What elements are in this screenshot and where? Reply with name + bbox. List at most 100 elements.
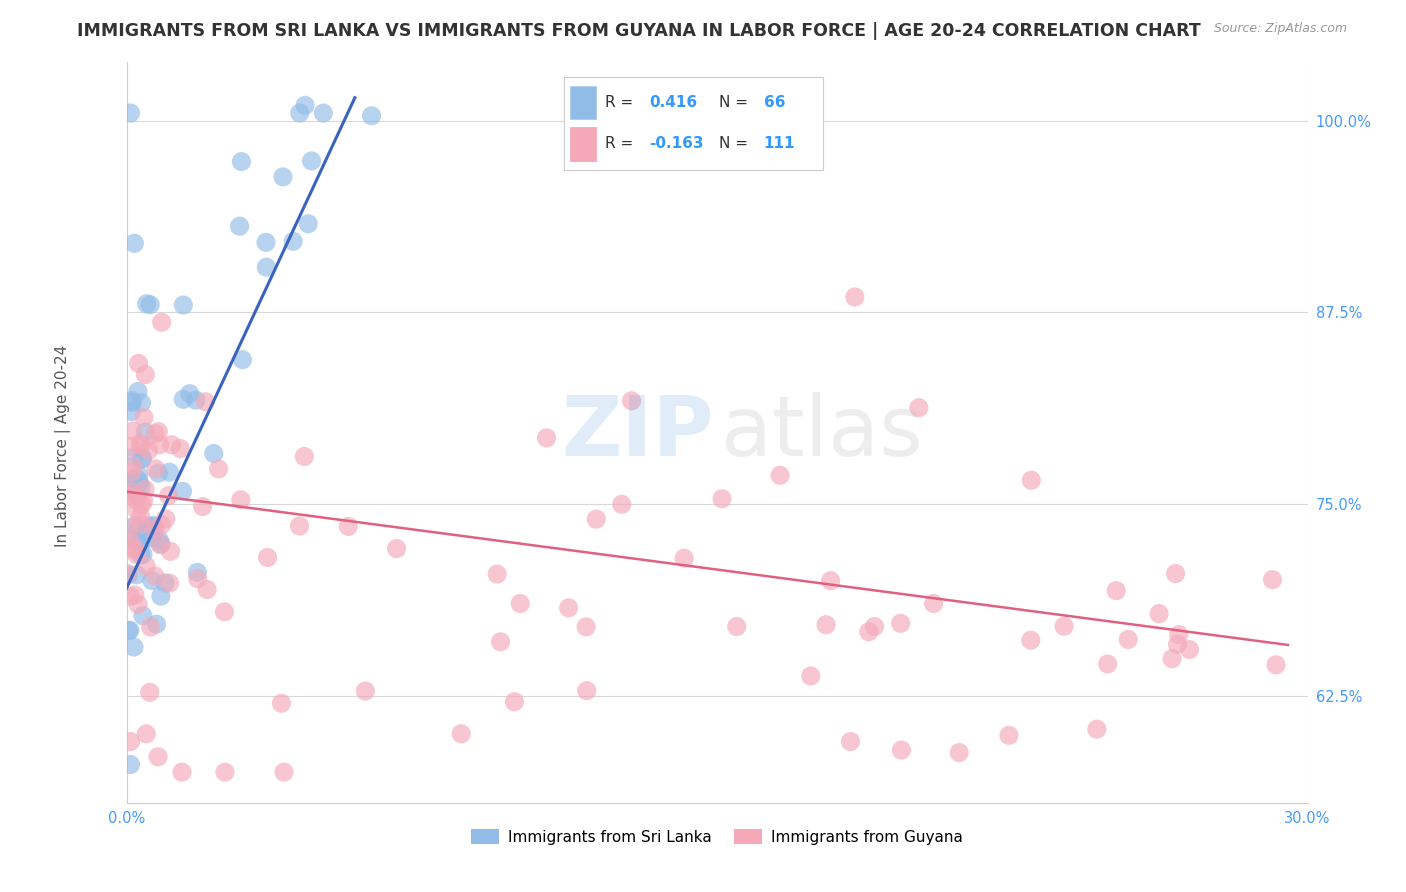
Point <box>254 235 277 250</box>
Point <box>120 404 142 418</box>
Point <box>145 617 167 632</box>
Point <box>1147 607 1170 621</box>
Point <box>503 695 526 709</box>
Point <box>301 153 323 168</box>
Point <box>186 566 208 580</box>
Point <box>121 465 143 479</box>
Point <box>385 541 408 556</box>
Point <box>149 438 172 452</box>
Point <box>1085 722 1108 736</box>
Point <box>337 519 360 533</box>
Point <box>143 426 166 441</box>
Point <box>858 624 880 639</box>
Point <box>509 597 531 611</box>
Point <box>131 517 153 532</box>
Point <box>195 582 218 597</box>
Point <box>128 468 150 483</box>
Text: IMMIGRANTS FROM SRI LANKA VS IMMIGRANTS FROM GUYANA IN LABOR FORCE | AGE 20-24 C: IMMIGRANTS FROM SRI LANKA VS IMMIGRANTS … <box>77 22 1201 40</box>
Point <box>145 462 167 476</box>
Point <box>191 500 214 514</box>
Point <box>134 368 156 382</box>
Point <box>1265 657 1288 672</box>
Point <box>1161 651 1184 665</box>
Point <box>115 476 138 491</box>
Point <box>127 489 149 503</box>
Point <box>117 624 139 638</box>
Point <box>159 576 181 591</box>
Point <box>160 438 183 452</box>
Point <box>127 598 149 612</box>
Point <box>769 468 792 483</box>
Text: Source: ZipAtlas.com: Source: ZipAtlas.com <box>1213 22 1347 36</box>
Point <box>139 298 162 312</box>
Point <box>142 518 165 533</box>
Point <box>170 765 193 780</box>
Point <box>157 489 180 503</box>
Point <box>169 442 191 456</box>
Point <box>132 494 155 508</box>
Point <box>908 401 931 415</box>
Point <box>1116 632 1139 647</box>
Point <box>143 522 166 536</box>
Point <box>890 616 912 631</box>
Point <box>118 624 141 638</box>
Point <box>202 446 225 460</box>
Legend: Immigrants from Sri Lanka, Immigrants from Guyana: Immigrants from Sri Lanka, Immigrants fr… <box>465 822 969 851</box>
Point <box>138 443 160 458</box>
Point <box>150 537 173 551</box>
Point <box>141 574 163 588</box>
Point <box>129 439 152 453</box>
Point <box>129 548 152 562</box>
Point <box>312 106 335 120</box>
Point <box>121 473 143 487</box>
Point <box>143 569 166 583</box>
Point <box>214 605 236 619</box>
Point <box>360 109 382 123</box>
Point <box>450 727 472 741</box>
Point <box>129 436 152 450</box>
Point <box>138 685 160 699</box>
Point <box>863 619 886 633</box>
Point <box>124 533 146 547</box>
Point <box>124 236 146 251</box>
Point <box>131 452 153 467</box>
Point <box>1053 619 1076 633</box>
Point <box>254 260 277 274</box>
Point <box>142 520 165 534</box>
Point <box>149 538 172 552</box>
Point <box>288 106 311 120</box>
Point <box>172 298 194 312</box>
Point <box>998 728 1021 742</box>
Point <box>117 566 139 581</box>
Point <box>148 533 170 548</box>
Point <box>136 519 159 533</box>
Point <box>121 393 143 408</box>
Point <box>127 473 149 487</box>
Point <box>124 492 146 507</box>
Point <box>839 734 862 748</box>
Point <box>273 765 295 780</box>
Point <box>207 462 229 476</box>
Point <box>135 559 157 574</box>
Point <box>1164 566 1187 581</box>
Point <box>815 617 838 632</box>
Point <box>1261 573 1284 587</box>
Point <box>121 484 143 499</box>
Point <box>125 548 148 562</box>
Point <box>122 541 145 556</box>
Point <box>294 98 316 112</box>
Point <box>124 588 146 602</box>
Point <box>800 669 823 683</box>
Point <box>292 450 315 464</box>
Point <box>124 519 146 533</box>
Point <box>117 568 139 582</box>
Point <box>132 528 155 542</box>
Point <box>1166 637 1188 651</box>
Point <box>120 757 142 772</box>
Point <box>489 635 512 649</box>
Point <box>231 352 253 367</box>
Point <box>271 169 294 184</box>
Point <box>128 475 150 489</box>
Point <box>150 315 173 329</box>
Point <box>148 425 170 439</box>
